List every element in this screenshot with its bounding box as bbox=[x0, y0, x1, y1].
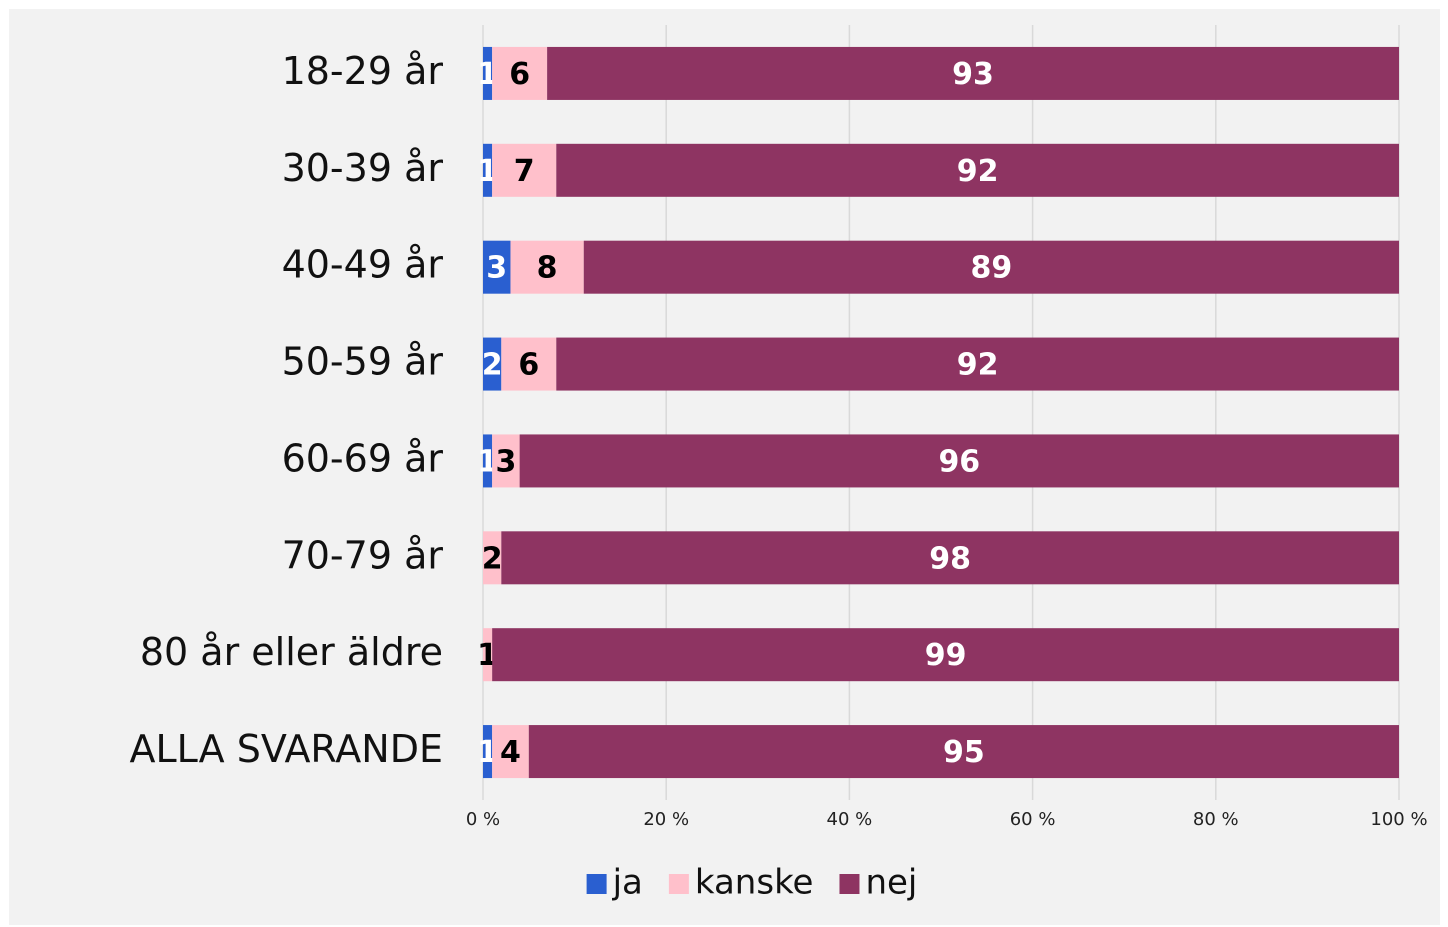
legend-label: ja bbox=[612, 863, 643, 903]
value-label: 7 bbox=[514, 154, 535, 189]
x-tick-label: 100 % bbox=[1370, 809, 1427, 830]
bar-segment bbox=[483, 531, 502, 585]
category-label: 80 år eller äldre bbox=[140, 630, 443, 674]
value-label: 2 bbox=[482, 348, 503, 383]
category-label: 40-49 år bbox=[282, 243, 444, 287]
bar-segment bbox=[556, 143, 1399, 197]
bar-segment bbox=[510, 240, 584, 294]
x-tick-label: 80 % bbox=[1193, 809, 1239, 830]
bar-segment bbox=[492, 725, 529, 779]
value-label: 3 bbox=[486, 251, 507, 286]
bar-segment bbox=[492, 434, 520, 488]
x-tick-label: 60 % bbox=[1010, 809, 1056, 830]
bar-segment bbox=[492, 143, 557, 197]
category-label: 70-79 år bbox=[282, 533, 444, 577]
value-label: 6 bbox=[518, 348, 539, 383]
category-label: 30-39 år bbox=[282, 146, 444, 190]
bar-segment bbox=[483, 434, 493, 488]
value-label: 4 bbox=[500, 735, 521, 770]
category-label: 60-69 år bbox=[282, 436, 444, 480]
category-label: 50-59 år bbox=[282, 340, 444, 384]
value-label: 93 bbox=[952, 57, 994, 92]
value-label: 6 bbox=[509, 57, 530, 92]
bar-segment bbox=[519, 434, 1399, 488]
x-tick-label: 0 % bbox=[466, 809, 500, 830]
legend-swatch bbox=[839, 874, 860, 894]
value-label: 3 bbox=[495, 444, 516, 479]
legend-label: nej bbox=[865, 863, 917, 903]
x-tick-label: 20 % bbox=[643, 809, 689, 830]
value-label: 89 bbox=[971, 251, 1013, 286]
bar-segment bbox=[547, 46, 1399, 100]
value-label: 95 bbox=[943, 735, 985, 770]
bar-segment bbox=[583, 240, 1399, 294]
bar-segment bbox=[483, 46, 493, 100]
bar-segment bbox=[492, 628, 1399, 682]
legend-swatch bbox=[586, 874, 607, 894]
category-label: 18-29 år bbox=[282, 49, 444, 93]
bar-segment bbox=[483, 628, 493, 682]
x-tick-label: 40 % bbox=[827, 809, 873, 830]
legend-swatch bbox=[668, 874, 689, 894]
bar-segment bbox=[483, 240, 511, 294]
value-label: 99 bbox=[925, 638, 967, 673]
bar-segment bbox=[528, 725, 1399, 779]
bar-segment bbox=[483, 337, 502, 391]
value-label: 96 bbox=[938, 444, 980, 479]
value-label: 98 bbox=[929, 541, 971, 576]
bar-segment bbox=[501, 337, 557, 391]
bar-segment bbox=[483, 143, 493, 197]
value-label: 2 bbox=[482, 541, 503, 576]
bar-segment bbox=[483, 725, 493, 779]
value-label: 92 bbox=[957, 154, 999, 189]
value-label: 92 bbox=[957, 348, 999, 383]
legend-label: kanske bbox=[695, 863, 814, 903]
value-label: 8 bbox=[537, 251, 558, 286]
bar-segment bbox=[501, 531, 1399, 585]
category-label: ALLA SVARANDE bbox=[129, 727, 443, 771]
bar-segment bbox=[492, 46, 548, 100]
bar-segment bbox=[556, 337, 1399, 391]
